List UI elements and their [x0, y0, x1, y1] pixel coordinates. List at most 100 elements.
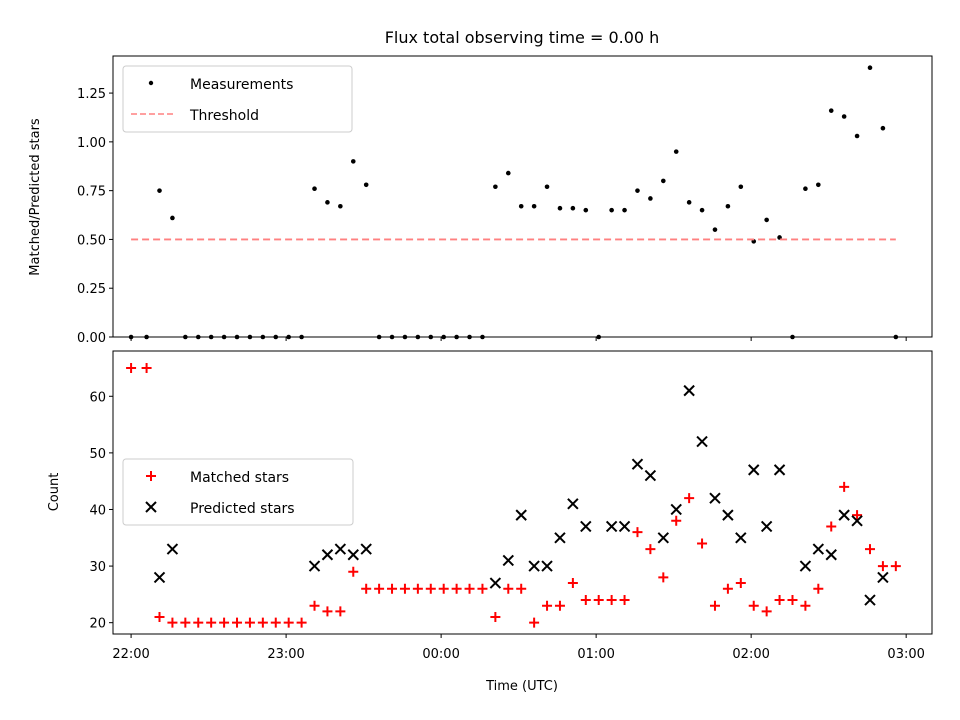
top-chart-y-axis-label: Matched/Predicted stars — [28, 118, 43, 276]
data-point-matched-stars — [464, 583, 475, 594]
legend-label-predicted-stars: Predicted stars — [190, 501, 295, 517]
data-point-matched-stars — [503, 583, 514, 594]
top-chart-title: Flux total observing time = 0.00 h — [385, 28, 660, 47]
data-point-predicted-stars — [334, 543, 347, 555]
data-point-measurements — [428, 334, 434, 340]
data-point-predicted-stars — [838, 509, 850, 521]
data-point-predicted-stars — [851, 515, 863, 527]
data-point-measurements — [260, 334, 266, 340]
data-point-matched-stars — [425, 583, 436, 594]
data-point-matched-stars — [232, 617, 243, 628]
data-point-predicted-stars — [567, 498, 579, 510]
data-point-measurements — [505, 170, 511, 176]
data-point-measurements — [493, 184, 498, 190]
bottom-x-tick-label: 03:00 — [887, 647, 924, 662]
bottom-y-tick-label: 20 — [89, 617, 106, 632]
data-point-predicted-stars — [308, 560, 321, 572]
data-point-predicted-stars — [631, 458, 644, 470]
data-point-measurements — [790, 334, 795, 340]
data-point-measurements — [686, 200, 692, 205]
data-point-predicted-stars — [360, 543, 372, 555]
data-point-predicted-stars — [799, 560, 812, 572]
data-point-matched-stars — [322, 606, 333, 617]
data-point-predicted-stars — [644, 469, 657, 482]
bottom-chart-legend: Matched stars Predicted stars — [122, 458, 354, 526]
data-point-matched-stars — [438, 583, 449, 594]
data-point-matched-stars — [671, 515, 682, 526]
data-point-matched-stars — [839, 481, 850, 492]
data-point-measurements — [415, 334, 421, 340]
data-point-measurements — [441, 334, 447, 340]
data-point-measurements — [286, 334, 291, 340]
top-legend-box — [122, 65, 353, 133]
data-point-predicted-stars — [528, 560, 540, 572]
data-point-matched-stars — [658, 572, 669, 583]
data-point-measurements — [661, 178, 666, 184]
data-point-measurements — [609, 207, 614, 213]
data-point-predicted-stars — [657, 532, 670, 544]
data-point-predicted-stars — [735, 532, 747, 544]
data-point-measurements — [841, 114, 847, 119]
data-point-measurements — [389, 334, 395, 340]
data-point-measurements — [195, 334, 201, 340]
data-point-matched-stars — [477, 583, 488, 594]
data-point-predicted-stars — [554, 532, 566, 544]
data-point-measurements — [596, 334, 602, 340]
data-point-matched-stars — [451, 583, 462, 594]
data-point-measurements — [312, 186, 317, 191]
data-point-predicted-stars — [812, 543, 825, 555]
data-point-matched-stars — [877, 561, 888, 572]
data-point-matched-stars — [864, 544, 875, 555]
bottom-x-tick-label: 23:00 — [267, 647, 304, 662]
data-point-measurements — [325, 200, 330, 205]
data-point-matched-stars — [296, 617, 307, 628]
data-point-predicted-stars — [670, 503, 682, 516]
bottom-y-tick-label: 30 — [89, 560, 106, 575]
data-point-measurements — [893, 334, 899, 340]
bottom-y-tick-label: 40 — [89, 503, 106, 518]
data-point-predicted-stars — [696, 435, 708, 448]
top-y-tick-label: 0.25 — [77, 282, 106, 297]
bottom-chart-x-axis-label: Time (UTC) — [485, 679, 558, 694]
data-point-matched-stars — [154, 612, 165, 623]
data-point-measurements — [764, 217, 769, 223]
data-point-predicted-stars — [515, 509, 527, 521]
data-point-measurements — [725, 203, 731, 209]
data-point-matched-stars — [257, 617, 268, 628]
data-point-measurements — [635, 188, 640, 193]
data-point-matched-stars — [126, 362, 137, 373]
data-point-predicted-stars — [748, 464, 760, 476]
top-y-tick-label: 0.00 — [77, 331, 106, 346]
legend-label-matched-stars: Matched stars — [190, 470, 289, 486]
data-point-measurements — [221, 334, 227, 340]
data-point-measurements — [699, 207, 705, 213]
data-point-matched-stars — [722, 583, 733, 594]
data-point-matched-stars — [632, 527, 643, 538]
data-point-matched-stars — [697, 538, 708, 549]
data-point-measurements — [273, 334, 279, 340]
bottom-x-tick-label: 02:00 — [732, 647, 769, 662]
data-point-predicted-stars — [321, 549, 334, 561]
data-point-matched-stars — [516, 583, 527, 594]
data-point-predicted-stars — [580, 520, 592, 533]
legend-marker-predicted-stars — [145, 501, 157, 513]
data-point-matched-stars — [180, 617, 191, 628]
data-point-measurements — [570, 205, 576, 211]
legend-label-measurements: Measurements — [190, 77, 293, 93]
data-point-matched-stars — [684, 493, 695, 504]
data-point-predicted-stars — [825, 549, 837, 561]
data-point-matched-stars — [167, 617, 178, 628]
data-point-matched-stars — [606, 595, 617, 606]
data-point-predicted-stars — [760, 520, 773, 533]
top-y-tick-label: 1.25 — [77, 87, 106, 102]
data-point-matched-stars — [219, 617, 230, 628]
data-point-matched-stars — [412, 583, 423, 594]
data-point-measurements — [816, 182, 821, 188]
data-point-predicted-stars — [166, 543, 179, 555]
data-point-measurements — [557, 205, 563, 211]
data-point-measurements — [583, 207, 589, 213]
data-point-measurements — [867, 65, 873, 71]
data-point-measurements — [208, 334, 214, 340]
data-point-matched-stars — [529, 617, 540, 628]
